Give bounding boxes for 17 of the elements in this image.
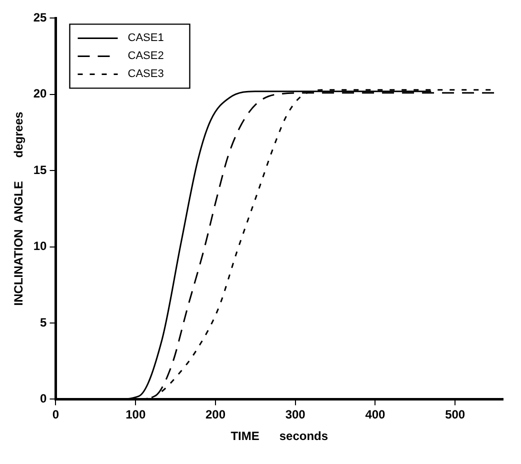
- x-tick-label: 400: [365, 408, 386, 422]
- legend-label: CASE2: [128, 50, 164, 62]
- y-tick-label: 5: [40, 315, 48, 330]
- y-tick-label: 15: [33, 162, 48, 177]
- x-tick-label: 0: [52, 408, 60, 422]
- x-tick-label: 500: [445, 408, 466, 422]
- y-tick-label: 20: [33, 86, 48, 101]
- x-tick-label: 100: [126, 408, 146, 422]
- x-tick-label: 200: [205, 408, 226, 422]
- y-axis-title: INCLINATION ANGLE degrees: [12, 111, 26, 306]
- legend-label: CASE1: [128, 32, 164, 44]
- y-tick-label: 0: [40, 392, 48, 406]
- legend-label: CASE3: [128, 68, 164, 80]
- x-tick-label: 300: [285, 408, 306, 422]
- x-axis-title: TIME seconds: [230, 429, 328, 444]
- y-tick-label: 10: [33, 239, 48, 254]
- y-tick-label: 25: [33, 10, 48, 25]
